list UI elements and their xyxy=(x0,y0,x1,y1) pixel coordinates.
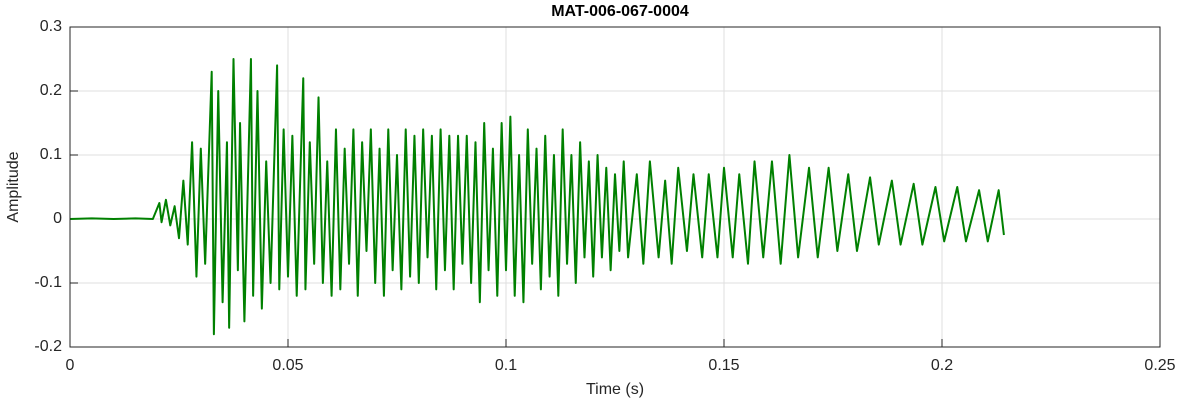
chart-title: MAT-006-067-0004 xyxy=(551,3,689,20)
y-tick-label: 0 xyxy=(53,210,62,227)
x-tick-label: 0.15 xyxy=(708,357,739,374)
plot-area xyxy=(69,58,1005,336)
y-tick-label: -0.2 xyxy=(34,338,62,355)
x-tick-label: 0 xyxy=(66,357,75,374)
y-tick-label: 0.1 xyxy=(40,146,62,163)
y-tick-label: 0.2 xyxy=(40,82,62,99)
y-tick-label: -0.1 xyxy=(34,274,62,291)
axes-box xyxy=(69,26,1161,348)
x-tick-label: 0.2 xyxy=(931,357,953,374)
x-tick-label: 0.1 xyxy=(495,357,517,374)
y-tick-label: 0.3 xyxy=(40,18,62,35)
x-tick-label: 0.05 xyxy=(272,357,303,374)
y-axis-label: Amplitude xyxy=(5,151,22,222)
waveform-line xyxy=(69,58,1005,336)
x-tick-label: 0.25 xyxy=(1144,357,1175,374)
x-axis-label: Time (s) xyxy=(586,381,644,398)
